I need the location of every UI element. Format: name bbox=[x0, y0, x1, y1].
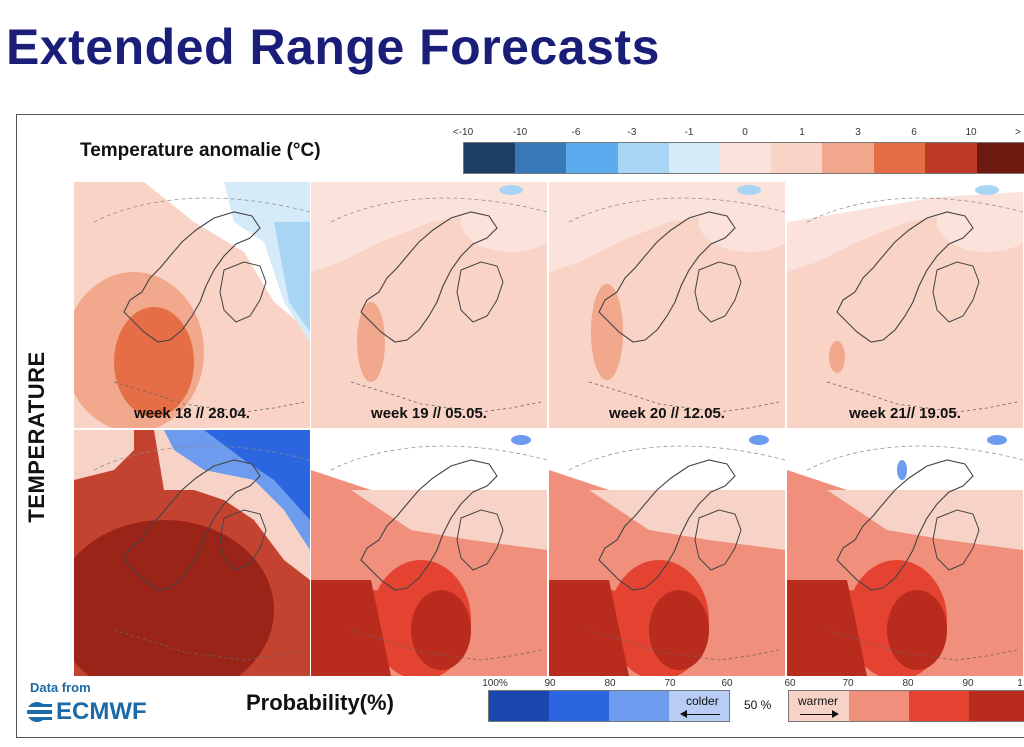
anomaly-swatch bbox=[464, 143, 515, 173]
warmer-arrowhead bbox=[832, 710, 839, 718]
colder-arrowhead bbox=[680, 710, 687, 718]
prob-tick: 80 bbox=[902, 678, 914, 689]
anomaly-map: week 21// 19.05. bbox=[787, 182, 1023, 428]
anomaly-map: week 19 // 05.05. bbox=[311, 182, 547, 428]
prob-tick: 60 bbox=[784, 678, 796, 689]
anomaly-tick: 1 bbox=[799, 127, 805, 138]
prob-warm-swatch bbox=[969, 691, 1024, 721]
probability-cold-scale bbox=[488, 690, 730, 722]
anomaly-scale-label: Temperature anomalie (°C) bbox=[80, 140, 321, 161]
prob-warm-swatch bbox=[849, 691, 909, 721]
prob-tick: 70 bbox=[842, 678, 854, 689]
page-title: Extended Range Forecasts bbox=[6, 19, 660, 75]
fifty-percent-label: 50 % bbox=[744, 698, 772, 712]
probability-map bbox=[311, 430, 547, 676]
prob-tick: 90 bbox=[962, 678, 974, 689]
prob-tick: 100% bbox=[482, 678, 508, 689]
prob-warm-swatch bbox=[909, 691, 969, 721]
anomaly-swatch bbox=[822, 143, 875, 173]
prob-tick: 60 bbox=[721, 678, 733, 689]
week-label: week 18 // 28.04. bbox=[134, 405, 250, 422]
anomaly-swatch bbox=[668, 143, 721, 173]
probability-map bbox=[74, 430, 310, 676]
anomaly-swatch bbox=[976, 143, 1024, 173]
probability-ticks-warm: 60 70 80 90 1 bbox=[0, 678, 1024, 690]
anomaly-tick: 3 bbox=[855, 127, 861, 138]
week-label: week 19 // 05.05. bbox=[371, 405, 487, 422]
ecmwf-logo-icon bbox=[27, 702, 53, 722]
anomaly-swatch bbox=[565, 143, 618, 173]
ecmwf-logo: ECMWF bbox=[26, 698, 147, 726]
probability-scale-label: Probability(%) bbox=[246, 690, 394, 715]
anomaly-tick: -6 bbox=[571, 127, 581, 138]
anomaly-swatch bbox=[617, 143, 669, 173]
anomaly-tick: 6 bbox=[911, 127, 917, 138]
prob-cold-swatch bbox=[669, 691, 729, 721]
probability-map bbox=[549, 430, 785, 676]
prob-cold-swatch bbox=[489, 691, 549, 721]
anomaly-tick: -3 bbox=[627, 127, 637, 138]
prob-cold-swatch bbox=[609, 691, 669, 721]
anomaly-tick: <-10 bbox=[452, 127, 474, 138]
temperature-side-label-text: TEMPERATURE bbox=[24, 351, 49, 523]
anomaly-ticks: <-10 -10 -6 -3 -1 0 1 3 6 10 > bbox=[0, 127, 1024, 139]
ecmwf-logo-text: ECMWF bbox=[56, 698, 147, 725]
anomaly-tick: 0 bbox=[742, 127, 748, 138]
anomaly-map: week 20 // 12.05. bbox=[549, 182, 785, 428]
probability-ticks-cold: 100% 90 80 70 60 bbox=[0, 678, 1024, 690]
anomaly-tick: -10 bbox=[512, 127, 528, 138]
probability-warm-scale bbox=[788, 690, 1024, 722]
prob-tick: 90 bbox=[544, 678, 556, 689]
prob-tick: 70 bbox=[664, 678, 676, 689]
probability-map bbox=[787, 430, 1023, 676]
anomaly-swatch bbox=[771, 143, 823, 173]
anomaly-swatch bbox=[925, 143, 977, 173]
anomaly-tick: 10 bbox=[965, 127, 977, 138]
colder-label: colder bbox=[686, 694, 719, 708]
warmer-arrow bbox=[800, 714, 834, 715]
week-label: week 20 // 12.05. bbox=[609, 405, 725, 422]
anomaly-tick: -1 bbox=[684, 127, 694, 138]
prob-tick: 1 bbox=[1017, 678, 1023, 689]
temperature-side-label: TEMPERATURE bbox=[22, 351, 52, 522]
prob-tick: 80 bbox=[604, 678, 616, 689]
warmer-label: warmer bbox=[798, 694, 839, 708]
anomaly-tick: > bbox=[1015, 127, 1021, 138]
prob-warm-swatch bbox=[789, 691, 849, 721]
week-label: week 21// 19.05. bbox=[849, 405, 961, 422]
prob-cold-swatch bbox=[549, 691, 609, 721]
anomaly-swatch bbox=[514, 143, 566, 173]
anomaly-swatch bbox=[874, 143, 926, 173]
colder-arrow bbox=[684, 714, 720, 715]
anomaly-color-scale bbox=[463, 142, 1024, 174]
anomaly-swatch bbox=[720, 143, 772, 173]
data-from-label: Data from bbox=[30, 680, 91, 695]
anomaly-map: week 18 // 28.04. bbox=[74, 182, 310, 428]
